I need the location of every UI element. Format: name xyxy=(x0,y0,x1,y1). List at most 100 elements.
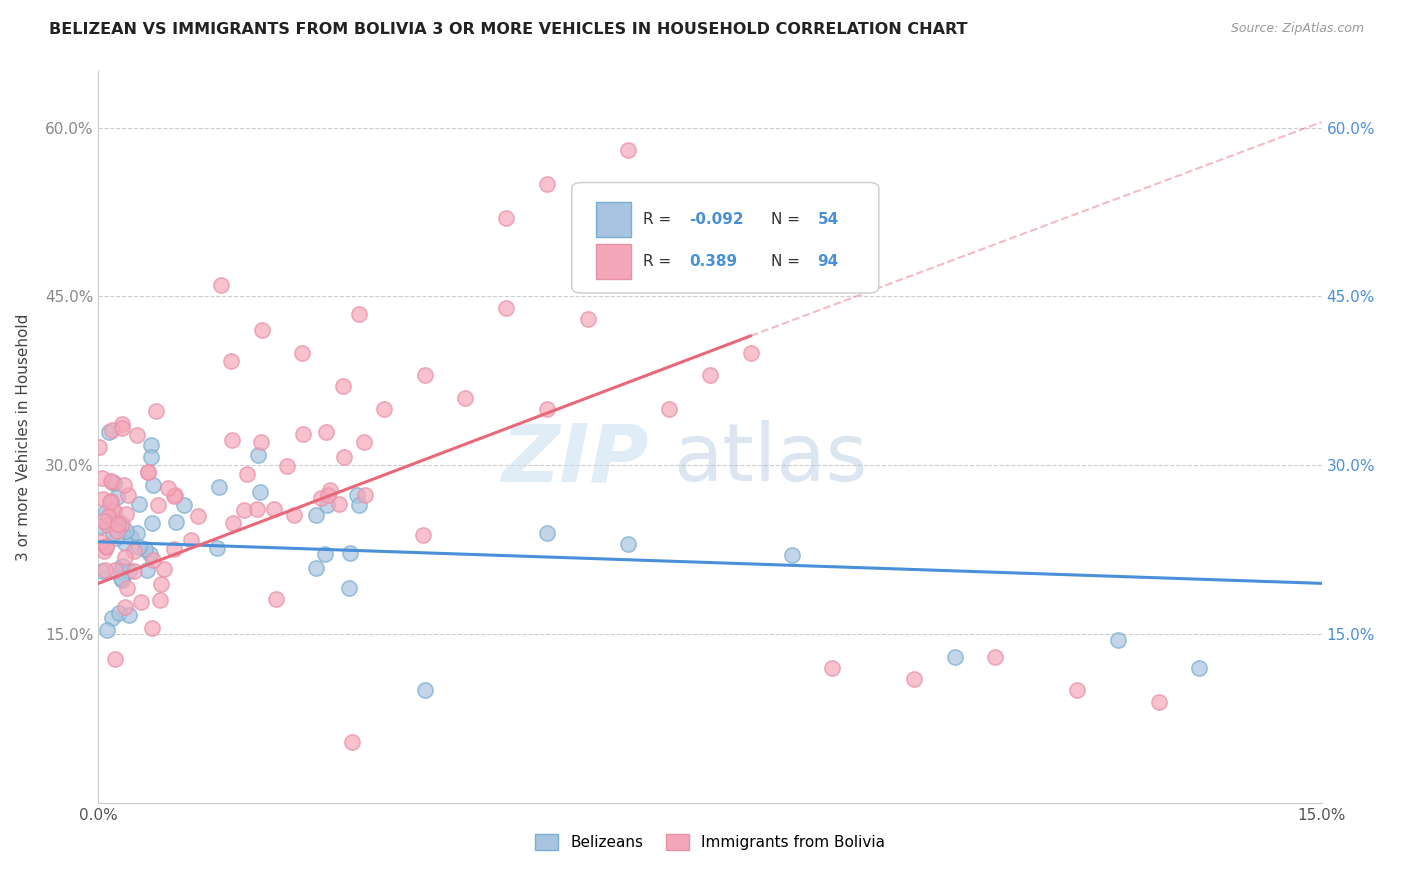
Point xyxy=(110,518,132,533)
Point xyxy=(349,498,371,512)
Point xyxy=(740,345,762,359)
Point xyxy=(87,440,110,454)
Point xyxy=(101,475,124,490)
Point xyxy=(266,592,288,607)
Point xyxy=(319,483,342,497)
Point xyxy=(221,516,243,530)
Point xyxy=(91,564,114,578)
Point xyxy=(118,607,141,622)
Point xyxy=(1147,694,1170,708)
Point xyxy=(111,417,134,431)
Point xyxy=(373,401,395,416)
Point xyxy=(165,488,187,502)
Point xyxy=(139,547,162,561)
Point xyxy=(536,177,558,191)
Point xyxy=(943,649,966,664)
Text: Source: ZipAtlas.com: Source: ZipAtlas.com xyxy=(1230,22,1364,36)
Point xyxy=(142,478,165,492)
Bar xyxy=(596,244,630,279)
Point xyxy=(94,540,117,554)
Point xyxy=(103,504,125,518)
Point xyxy=(903,672,925,686)
Point xyxy=(96,517,118,532)
Text: 54: 54 xyxy=(818,211,839,227)
Point xyxy=(108,515,131,529)
Point xyxy=(340,735,363,749)
Point xyxy=(315,425,337,440)
Point xyxy=(93,544,115,558)
Point xyxy=(219,353,242,368)
Point xyxy=(246,448,269,462)
Point xyxy=(180,533,202,548)
Point xyxy=(117,488,139,502)
Point xyxy=(153,561,176,575)
Point xyxy=(100,475,122,489)
Point xyxy=(142,553,165,567)
Point xyxy=(105,524,128,539)
Text: atlas: atlas xyxy=(673,420,868,498)
Point xyxy=(122,544,145,558)
Point xyxy=(136,465,159,479)
Point xyxy=(139,438,162,452)
FancyBboxPatch shape xyxy=(572,183,879,293)
Point xyxy=(107,606,129,620)
Point xyxy=(97,508,120,523)
Point xyxy=(346,488,368,502)
Point xyxy=(104,652,127,666)
Point xyxy=(118,564,141,578)
Point xyxy=(309,491,332,505)
Point xyxy=(96,623,118,637)
Point xyxy=(353,435,375,450)
Point xyxy=(120,530,142,544)
Point xyxy=(107,516,129,531)
Point xyxy=(413,368,436,383)
Point xyxy=(412,528,434,542)
Point xyxy=(209,278,232,293)
Point xyxy=(98,495,121,509)
Point xyxy=(114,549,136,564)
Point xyxy=(207,541,229,555)
Text: -0.092: -0.092 xyxy=(689,211,744,227)
Point xyxy=(699,368,721,383)
Point xyxy=(145,404,167,418)
Point xyxy=(1107,632,1129,647)
Text: R =: R = xyxy=(643,211,676,227)
Point xyxy=(111,421,134,435)
Point xyxy=(1188,661,1211,675)
Point xyxy=(328,497,350,511)
Point xyxy=(221,433,243,447)
Point xyxy=(150,576,173,591)
Text: ZIP: ZIP xyxy=(502,420,648,498)
Point xyxy=(347,307,370,321)
Point xyxy=(112,478,135,492)
Point xyxy=(454,391,477,405)
Point xyxy=(103,475,125,490)
Point xyxy=(315,498,337,512)
Point xyxy=(658,401,681,416)
Point xyxy=(276,458,298,473)
Point xyxy=(249,484,271,499)
Point xyxy=(617,537,640,551)
Point xyxy=(163,490,186,504)
Text: N =: N = xyxy=(772,254,806,269)
Point xyxy=(101,423,124,437)
Point xyxy=(91,491,114,506)
Point xyxy=(101,611,124,625)
Point xyxy=(232,503,254,517)
Point xyxy=(316,487,339,501)
Point xyxy=(128,541,150,555)
Point xyxy=(91,471,114,485)
Point xyxy=(97,425,120,439)
Point xyxy=(111,573,134,587)
Point xyxy=(122,564,145,578)
Point xyxy=(134,542,156,557)
Point xyxy=(821,661,844,675)
Point xyxy=(141,516,163,531)
Point xyxy=(139,450,162,465)
Point xyxy=(354,488,377,502)
Point xyxy=(115,524,138,539)
Legend: Belizeans, Immigrants from Bolivia: Belizeans, Immigrants from Bolivia xyxy=(534,834,886,850)
Text: 0.389: 0.389 xyxy=(689,254,737,269)
Point xyxy=(283,508,305,522)
Point xyxy=(98,510,121,524)
